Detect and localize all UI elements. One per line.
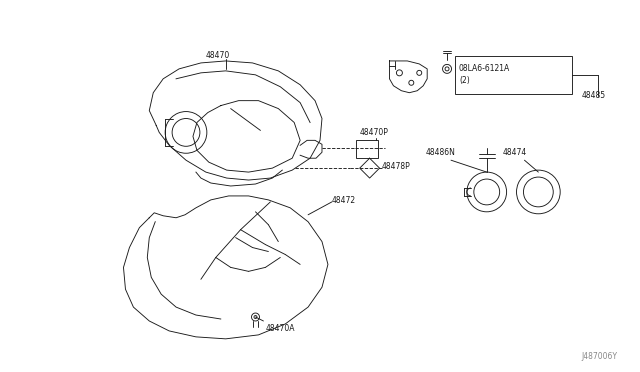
Text: 48486N: 48486N — [425, 148, 455, 157]
Text: 48470A: 48470A — [266, 324, 295, 333]
Text: (2): (2) — [459, 76, 470, 85]
Text: 48478P: 48478P — [381, 162, 410, 171]
Text: 48472: 48472 — [332, 196, 356, 205]
Text: 48470: 48470 — [206, 51, 230, 60]
Text: 48474: 48474 — [502, 148, 527, 157]
Text: J487006Y: J487006Y — [582, 352, 618, 361]
Text: 48485: 48485 — [582, 91, 606, 100]
Text: 08LA6-6121A: 08LA6-6121A — [459, 64, 510, 73]
FancyBboxPatch shape — [356, 140, 378, 158]
Text: 48470P: 48470P — [360, 128, 388, 137]
FancyBboxPatch shape — [455, 56, 572, 94]
